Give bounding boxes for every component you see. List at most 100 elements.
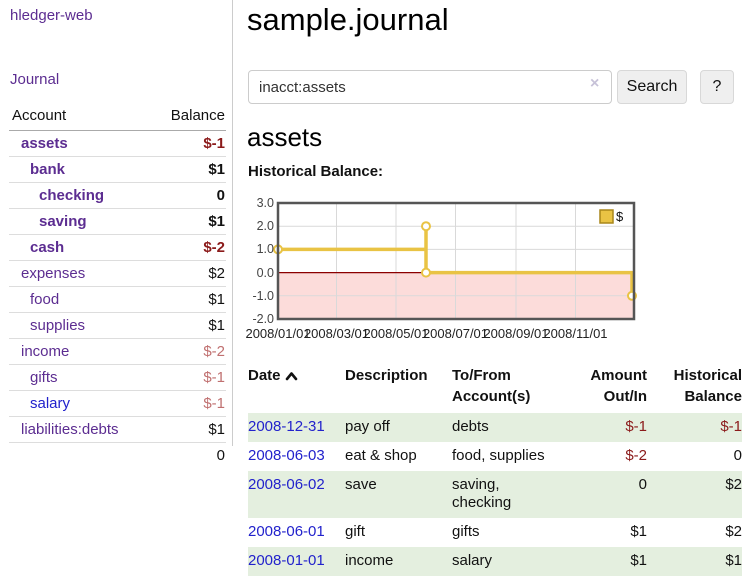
transaction-description: gift xyxy=(345,523,366,540)
svg-text:0.0: 0.0 xyxy=(257,266,274,280)
account-link-liabilities-debts[interactable]: liabilities:debts xyxy=(21,421,119,438)
register-table: Date Description To/From Account(s) Amou… xyxy=(248,362,742,576)
accounts-total-row: 0 xyxy=(9,442,226,468)
transaction-description: pay off xyxy=(345,413,452,442)
svg-text:2008/07/01: 2008/07/01 xyxy=(423,326,488,341)
account-row-cash: cash $-2 xyxy=(9,234,226,261)
account-link-supplies[interactable]: supplies xyxy=(30,317,86,334)
account-link-salary[interactable]: salary xyxy=(30,395,71,412)
balance-column-header: Historical Balance xyxy=(673,367,742,405)
account-balance: $-2 xyxy=(150,234,226,261)
transaction-date-link[interactable]: 2008-06-02 xyxy=(248,475,325,493)
account-link-gifts[interactable]: gifts xyxy=(30,369,58,386)
svg-text:2008/11/01: 2008/11/01 xyxy=(543,326,607,341)
transaction-amount: $1 xyxy=(630,523,647,540)
account-balance: 0 xyxy=(150,182,226,209)
svg-text:2.0: 2.0 xyxy=(257,219,274,233)
transaction-amount: $-2 xyxy=(625,446,647,464)
account-balance: $1 xyxy=(150,286,226,313)
search-button[interactable]: Search xyxy=(617,70,687,104)
account-balance: $-1 xyxy=(150,130,226,157)
y-axis-labels: 3.0 2.0 1.0 0.0 -1.0 -2.0 xyxy=(252,196,274,326)
transaction-date-link[interactable]: 2008-06-01 xyxy=(248,523,325,540)
chart-legend: $ xyxy=(599,209,624,224)
help-button[interactable]: ? xyxy=(700,70,734,104)
page-title: sample.journal xyxy=(247,2,449,37)
accounts-total-value: 0 xyxy=(150,442,226,468)
transaction-date-link[interactable]: 2008-06-03 xyxy=(248,446,325,464)
transaction-accounts: debts xyxy=(452,413,570,442)
legend-swatch xyxy=(599,209,614,224)
svg-text:-2.0: -2.0 xyxy=(252,312,274,326)
transaction-accounts: food, supplies xyxy=(452,446,545,464)
register-row: 2008-06-03 eat & shop food, supplies $-2… xyxy=(248,442,742,471)
register-row: 2008-06-02 save saving, checking 0 $2 xyxy=(248,470,742,518)
svg-text:1.0: 1.0 xyxy=(257,242,274,256)
account-row-liabilities-debts: liabilities:debts $1 xyxy=(9,416,226,443)
accounts-table-header: Account Balance xyxy=(9,104,226,131)
svg-text:2008/03/01: 2008/03/01 xyxy=(304,326,369,341)
account-row-income: income $-2 xyxy=(9,338,226,365)
historical-balance-chart: $ 3.0 2.0 1.0 0.0 -1.0 -2.0 2008/01/01 2… xyxy=(245,196,658,353)
sort-ascending-icon xyxy=(285,366,298,387)
account-balance: $2 xyxy=(150,260,226,287)
clear-search-icon[interactable]: × xyxy=(590,75,600,92)
transaction-description: save xyxy=(345,470,452,518)
transaction-accounts: salary xyxy=(452,546,570,576)
transaction-balance: 0 xyxy=(733,446,742,464)
chart-title: Historical Balance: xyxy=(248,163,384,180)
transaction-description: income xyxy=(345,546,452,576)
account-row-expenses: expenses $2 xyxy=(9,260,226,287)
sidebar-item-journal[interactable]: Journal xyxy=(10,71,60,88)
transaction-accounts: saving, checking xyxy=(452,470,570,518)
account-link-assets[interactable]: assets xyxy=(21,135,68,152)
account-row-bank: bank $1 xyxy=(9,156,226,183)
account-link-checking[interactable]: checking xyxy=(39,187,105,204)
transaction-amount: $-1 xyxy=(570,413,647,442)
account-row-checking: checking 0 xyxy=(9,182,226,209)
chart-canvas: $ 3.0 2.0 1.0 0.0 -1.0 -2.0 2008/01/01 2… xyxy=(245,196,637,341)
register-row: 2008-01-01 income salary $1 $1 xyxy=(248,546,742,576)
register-header-row: Date Description To/From Account(s) Amou… xyxy=(248,362,742,413)
transaction-description: eat & shop xyxy=(345,446,417,464)
account-row-food: food $1 xyxy=(9,286,226,313)
sidebar-divider xyxy=(232,0,233,446)
transaction-date-link[interactable]: 2008-01-01 xyxy=(248,551,325,569)
transaction-date-link[interactable]: 2008-12-31 xyxy=(248,418,325,435)
app-title-link[interactable]: hledger-web xyxy=(10,7,93,24)
svg-text:2008/09/01: 2008/09/01 xyxy=(483,326,548,341)
search-input[interactable] xyxy=(248,70,612,104)
transaction-accounts: gifts xyxy=(452,523,480,540)
legend-label: $ xyxy=(616,209,624,224)
account-balance: $1 xyxy=(150,312,226,339)
account-balance: $-1 xyxy=(150,390,226,417)
date-header-label: Date xyxy=(248,367,281,384)
account-link-expenses[interactable]: expenses xyxy=(21,265,86,282)
plot-border xyxy=(276,201,636,321)
account-balance: $-2 xyxy=(150,338,226,365)
x-axis-labels: 2008/01/01 2008/03/01 2008/05/01 2008/07… xyxy=(245,326,607,341)
account-link-food[interactable]: food xyxy=(30,291,60,308)
svg-text:2008/01/01: 2008/01/01 xyxy=(245,326,310,341)
account-row-supplies: supplies $1 xyxy=(9,312,226,339)
account-link-bank[interactable]: bank xyxy=(30,161,66,178)
svg-text:-1.0: -1.0 xyxy=(252,289,274,303)
account-balance: $1 xyxy=(150,156,226,183)
svg-text:3.0: 3.0 xyxy=(257,196,274,210)
accounts-balance-table: Account Balance assets $-1 bank $1 check… xyxy=(9,104,226,468)
account-heading: assets xyxy=(247,122,323,152)
account-row-gifts: gifts $-1 xyxy=(9,364,226,391)
account-link-cash[interactable]: cash xyxy=(30,239,65,256)
register-row: 2008-06-01 gift gifts $1 $2 xyxy=(248,518,742,547)
account-link-income[interactable]: income xyxy=(21,343,70,360)
account-balance: $1 xyxy=(150,208,226,235)
balance-line xyxy=(278,224,634,296)
account-balance: $1 xyxy=(150,416,226,443)
account-link-saving[interactable]: saving xyxy=(39,213,87,230)
balance-column-header: Balance xyxy=(150,104,226,131)
account-row-salary: salary $-1 xyxy=(9,390,226,417)
amount-column-header: Amount Out/In xyxy=(590,367,647,405)
account-balance: $-1 xyxy=(150,364,226,391)
date-column-header[interactable]: Date xyxy=(248,362,345,413)
